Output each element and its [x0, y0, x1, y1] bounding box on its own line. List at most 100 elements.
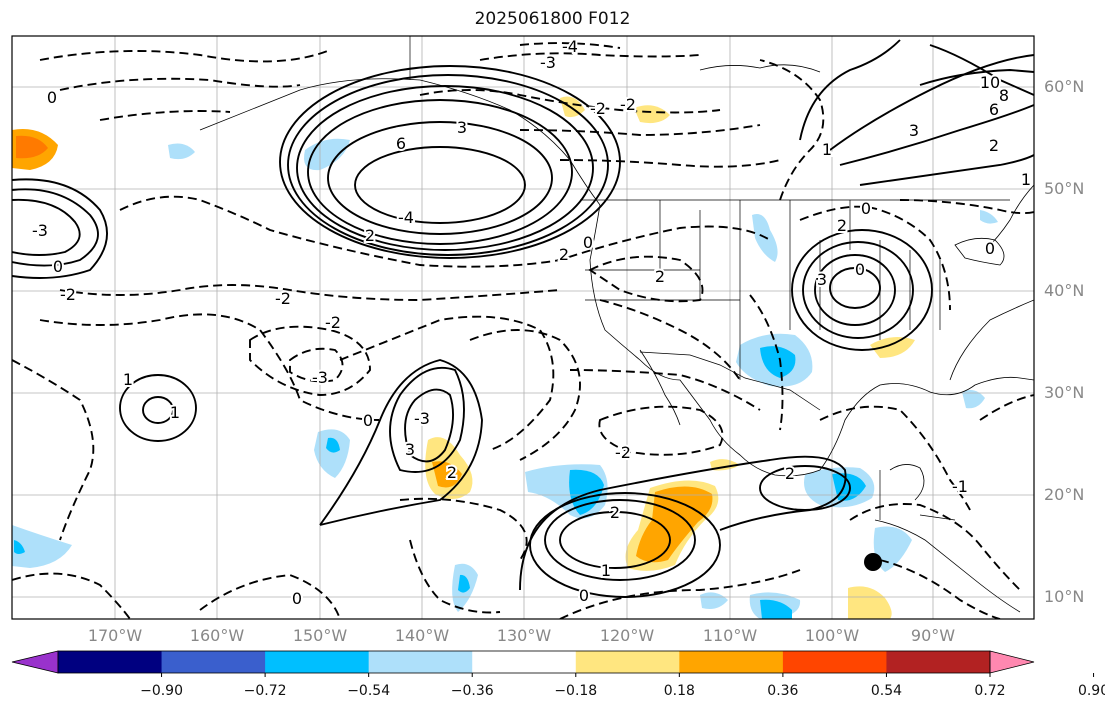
- contour-label-halo: -2: [325, 313, 341, 332]
- contour-label: 2: [447, 463, 457, 482]
- negative-contour: [479, 52, 701, 61]
- contour-label-halo: 2: [785, 464, 795, 483]
- coastline-central-america: [874, 519, 1021, 613]
- contour-label: 2: [989, 136, 999, 155]
- positive-contour: [12, 188, 99, 267]
- negative-contour: [879, 559, 1001, 619]
- longitude-label: 90°W: [910, 626, 956, 645]
- positive-contour: [829, 54, 1034, 151]
- cold-anomaly-patch: [304, 138, 350, 171]
- longitude-label: 160°W: [189, 626, 245, 645]
- contour-label: -2: [615, 443, 631, 462]
- contour-label: 0: [53, 257, 63, 276]
- contour-label: 2: [837, 216, 847, 235]
- contour-label: 0: [47, 88, 57, 107]
- negative-contour: [249, 325, 371, 396]
- colorbar-extend-high: [989, 650, 1035, 674]
- coastline-greatlakes: [954, 237, 1005, 266]
- negative-contour: [399, 497, 528, 561]
- contour-label: -1: [952, 477, 968, 496]
- latitude-label: 30°N: [1044, 383, 1085, 402]
- contour-label-halo: 0: [47, 88, 57, 107]
- contour-label-halo: 0: [363, 411, 373, 430]
- negative-contour: [559, 159, 781, 168]
- colorbar-outline: [57, 650, 991, 674]
- positive-contour: [404, 388, 454, 463]
- warm-anomaly-patch: [848, 586, 892, 619]
- contour-label-halo: 6: [396, 134, 406, 153]
- positive-contour: [829, 267, 881, 309]
- border-us-mexico: [639, 351, 821, 411]
- contour-label: 2: [365, 226, 375, 245]
- negative-contour: [799, 205, 951, 311]
- contour-label: -3: [414, 409, 430, 428]
- contour-label: 3: [909, 121, 919, 140]
- contour-label-halo: -3: [32, 221, 48, 240]
- latitude-label: 60°N: [1044, 77, 1085, 96]
- negative-contour: [979, 394, 1034, 421]
- contour-label: -2: [275, 289, 291, 308]
- negative-contour: [819, 405, 971, 511]
- cold-anomaly-patch: [569, 469, 604, 515]
- contour-label-halo: 3: [817, 270, 827, 289]
- contour-label: 6: [989, 100, 999, 119]
- colorbar-segment: [782, 651, 887, 673]
- contour-label-halo: 0: [855, 260, 865, 279]
- positive-contour: [759, 465, 851, 511]
- positive-contour: [296, 85, 594, 251]
- positive-contour: [529, 492, 721, 598]
- longitude-label: 120°W: [599, 626, 655, 645]
- contour-layer: [12, 39, 1034, 619]
- negative-contour: [569, 369, 761, 411]
- positive-contour: [327, 121, 553, 235]
- shaded-anomaly-layer: [12, 96, 998, 619]
- location-marker: [864, 553, 882, 571]
- contour-label: 0: [363, 411, 373, 430]
- contour-label-halo: 3: [909, 121, 919, 140]
- latitude-label: 10°N: [1044, 587, 1085, 606]
- warm-anomaly-patch: [870, 336, 915, 358]
- contour-label-halo: -3: [414, 409, 430, 428]
- contour-label-halo: 8: [999, 86, 1009, 105]
- coastline-baja: [639, 349, 681, 426]
- cold-anomaly-patch: [12, 525, 72, 568]
- contour-label-halo: 1: [1021, 170, 1031, 189]
- contour-label-halo: 3: [405, 440, 415, 459]
- longitude-label: 110°W: [702, 626, 758, 645]
- contour-label-halo: -2: [590, 99, 606, 118]
- negative-contour: [409, 539, 501, 614]
- contour-label: 3: [457, 118, 467, 137]
- positive-contour: [859, 154, 1034, 186]
- contour-label: -2: [60, 285, 76, 304]
- contour-label-halo: -2: [60, 285, 76, 304]
- negative-contour: [12, 359, 95, 541]
- positive-contour: [559, 511, 671, 569]
- longitude-label: 100°W: [804, 626, 860, 645]
- negative-contour: [559, 569, 801, 619]
- contour-label: 6: [396, 134, 406, 153]
- contour-label-halo: 0: [579, 586, 589, 605]
- contour-label-halo: 1: [601, 561, 611, 580]
- positive-contour: [142, 396, 174, 424]
- contour-label: 2: [785, 464, 795, 483]
- colorbar-tick-label: −0.18: [554, 683, 598, 699]
- contour-label-halo: 10: [980, 73, 1000, 92]
- positive-contour: [307, 99, 573, 245]
- contour-label: 10: [980, 73, 1000, 92]
- colorbar-tick-label: 0.90: [1077, 683, 1105, 699]
- colorbar-segment: [575, 651, 680, 673]
- contour-label-halo: 6: [989, 100, 999, 119]
- cold-anomaly-patch: [700, 592, 728, 609]
- contour-label: -3: [32, 221, 48, 240]
- contour-label-halo: 2: [989, 136, 999, 155]
- colorbar-segment: [161, 651, 266, 673]
- cold-anomaly-patch: [326, 437, 340, 453]
- contour-label-halo: -2: [615, 443, 631, 462]
- contour-label: 1: [170, 403, 180, 422]
- contour-label-halo: -1: [952, 477, 968, 496]
- latitude-label: 50°N: [1044, 179, 1085, 198]
- coastline-east: [949, 299, 1034, 381]
- positive-contour: [389, 366, 465, 473]
- positive-contour: [791, 229, 933, 351]
- cold-anomaly-patch: [168, 143, 195, 160]
